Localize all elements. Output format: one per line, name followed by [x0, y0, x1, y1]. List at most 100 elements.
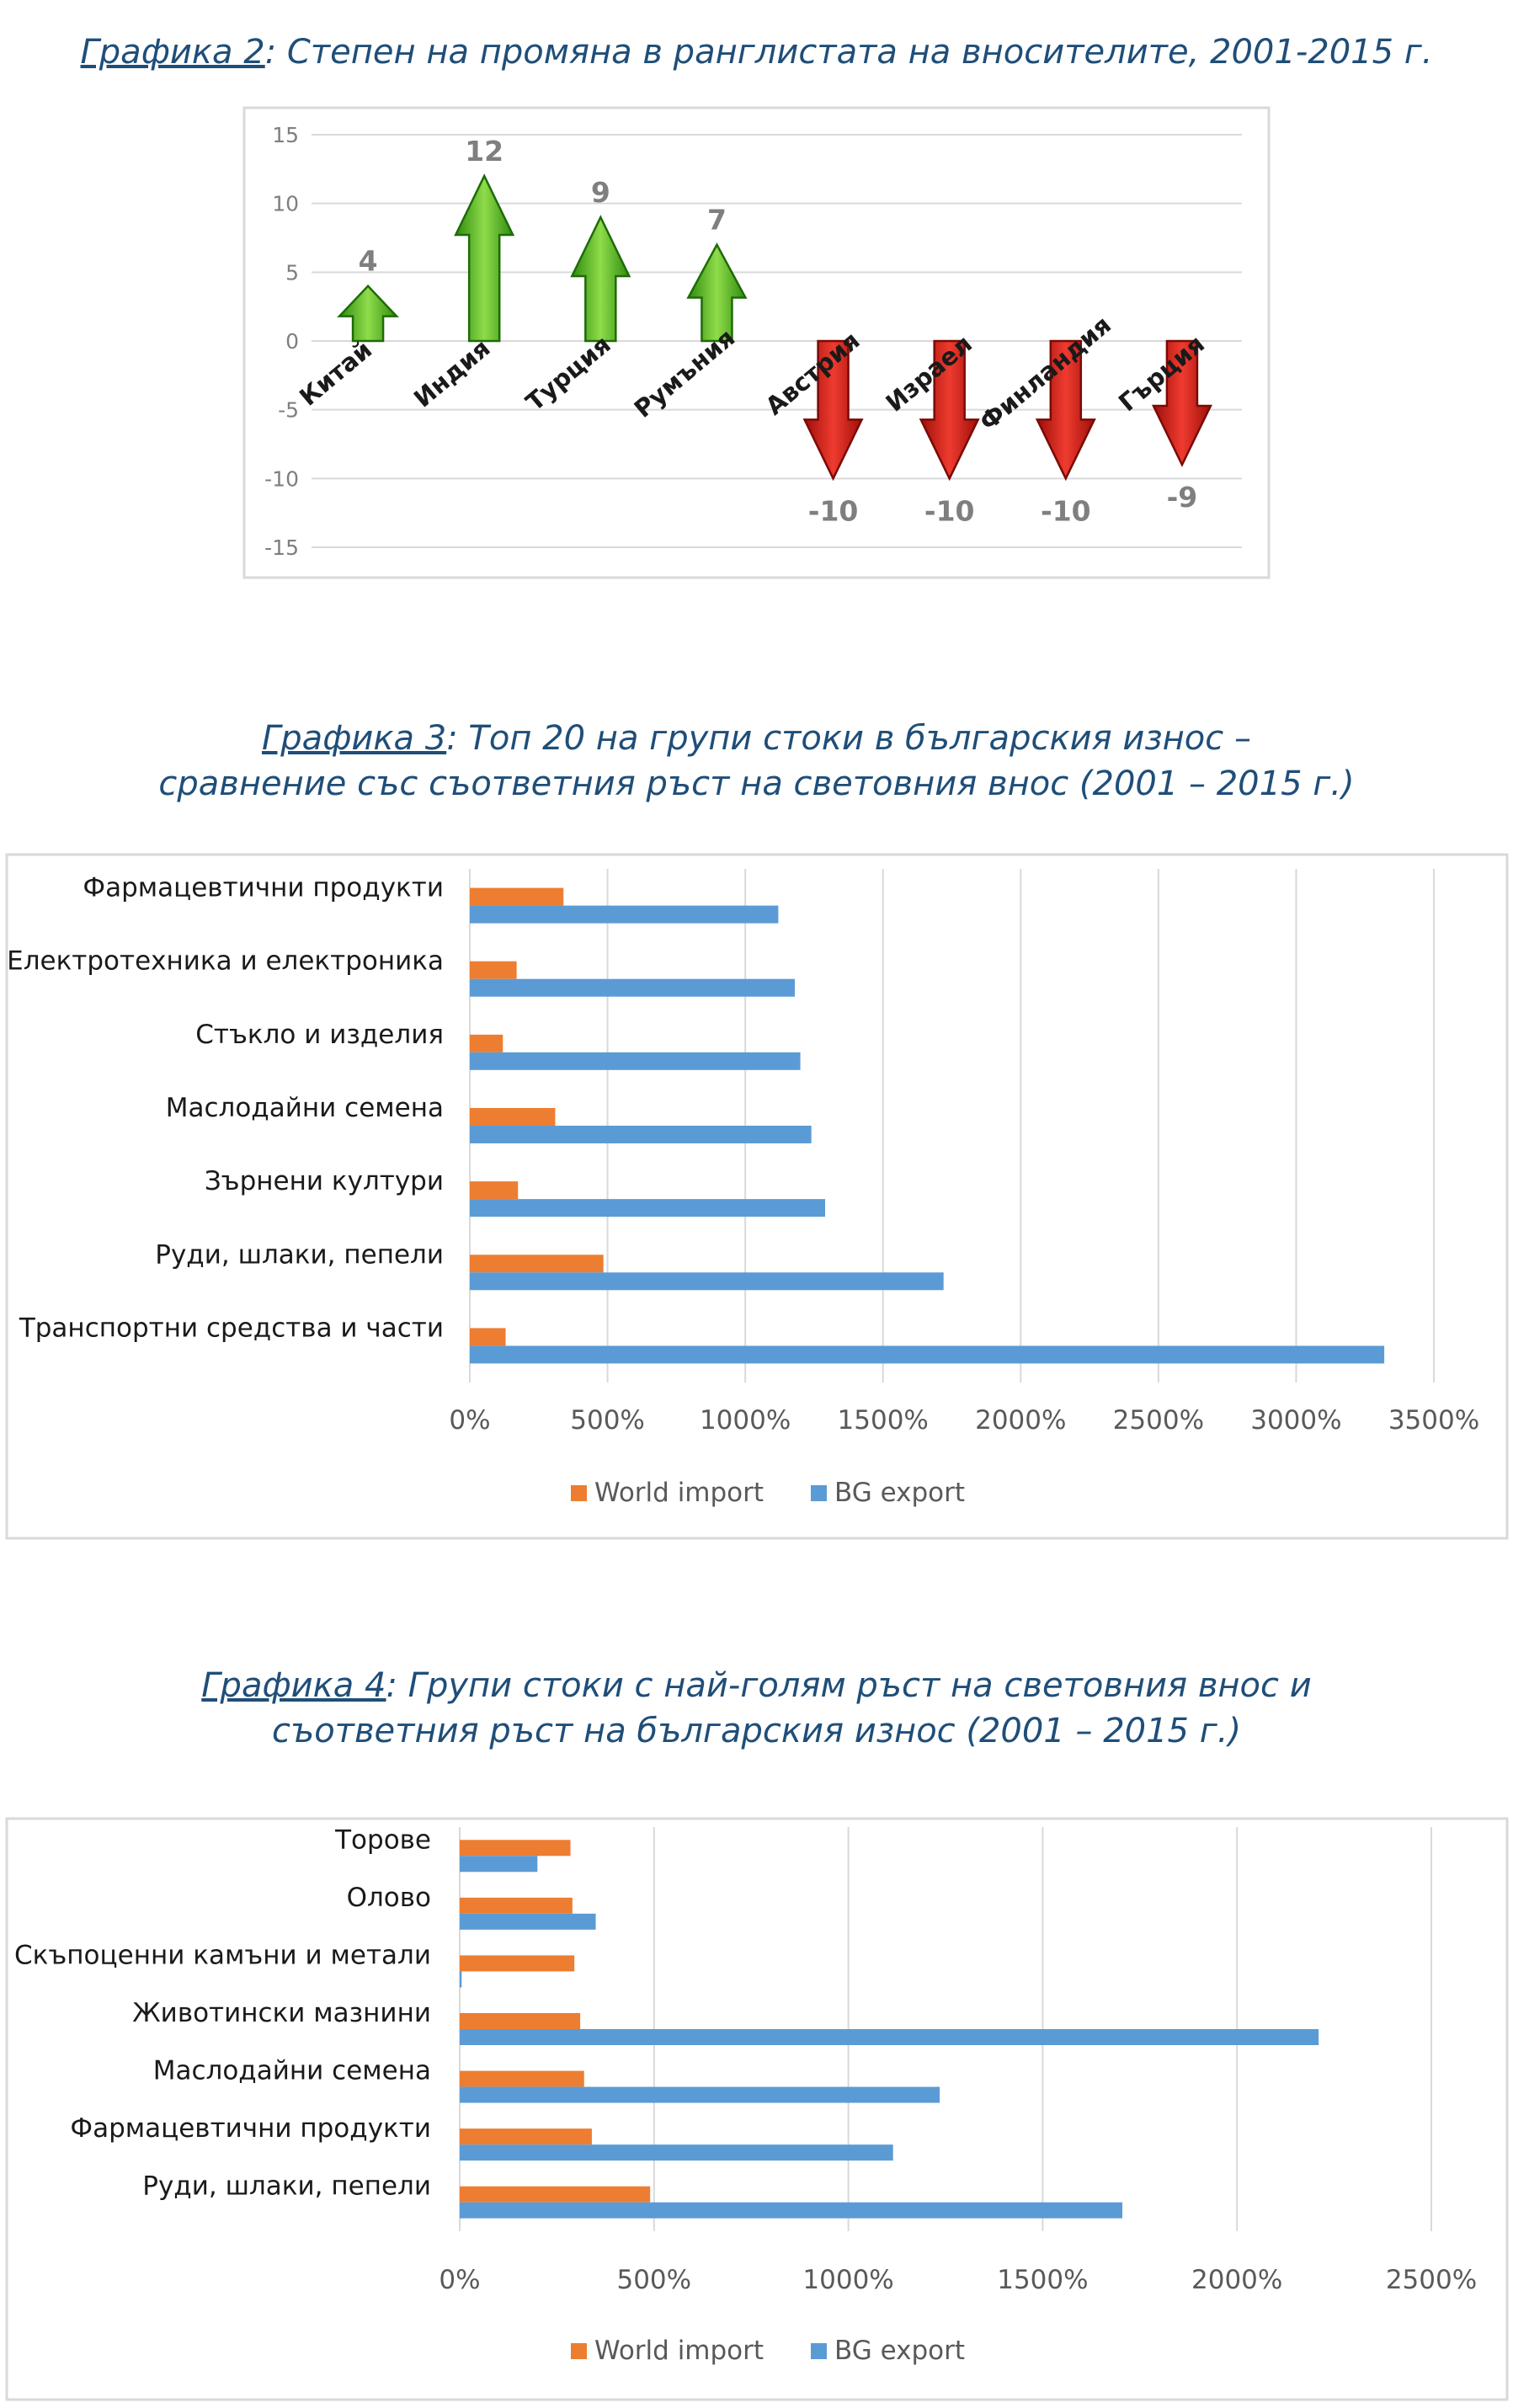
chart3-caption-text: : Топ 20 на групи стоки в българския изн…	[446, 719, 1251, 758]
chart3-caption-text-line2: сравнение със съответния ръст на световн…	[158, 764, 1355, 803]
top20-export-chart: 0% 500% 1000% 1500% 2000% 2500% 3000% 3500% Фарм…	[5, 853, 1509, 1540]
chart3-category-label: Електротехника и електроника	[7, 946, 444, 977]
chart2-caption-text: : Степен на промяна в ранглистата на вно…	[264, 33, 1433, 72]
chart4-bar-bg-export	[460, 1971, 462, 1988]
chart2-data-label: -10	[808, 494, 859, 527]
chart3-category-label: Транспортни средства и части	[19, 1313, 444, 1343]
chart4-category-label: Животински мазнини	[132, 1998, 431, 2028]
chart2-data-label: 4	[359, 245, 378, 278]
chart3-x-tick-label: 3000%	[1250, 1405, 1341, 1436]
chart2-data-label: -9	[1167, 481, 1198, 514]
chart3-caption-ref[interactable]: Графика 3	[262, 719, 447, 758]
rank-change-chart: 151050-5-10-154Китай12Индия9Турция7Румън…	[242, 106, 1271, 579]
chart3-x-tick-label: 1500%	[838, 1405, 929, 1436]
chart4-bar-bg-export	[460, 1856, 538, 1873]
chart3-x-tick-label: 3500%	[1388, 1405, 1479, 1436]
chart3-category-label: Зърнени култури	[205, 1166, 444, 1196]
chart4-bar-world-import	[460, 2186, 651, 2203]
chart2-y-tick-label: 5	[285, 260, 299, 285]
chart4-category-label: Фармацевтични продукти	[70, 2113, 431, 2144]
chart3-x-tick-label: 2000%	[975, 1405, 1066, 1436]
chart4-legend-swatch-world-import	[571, 2343, 587, 2359]
chart4-category-label: Скъпоценни камъни и метали	[14, 1940, 431, 1970]
chart3-x-tick-label: 0%	[449, 1405, 490, 1436]
chart4-legend-bg-export: BG export	[834, 2336, 965, 2366]
chart3-bar-world-import	[470, 1034, 503, 1052]
chart3-category-label: Руди, шлаки, пепели	[155, 1239, 444, 1270]
chart2-y-tick-label: 10	[272, 192, 299, 216]
chart3-x-tick-label: 1000%	[700, 1405, 791, 1436]
chart3-category-label: Фармацевтични продукти	[83, 873, 444, 903]
chart2-caption-ref[interactable]: Графика 2	[80, 33, 265, 72]
chart2-arrow-up	[337, 284, 399, 343]
chart4-bar-world-import	[460, 2013, 581, 2029]
chart4-category-label: Торове	[334, 1825, 431, 1855]
chart4-frame	[5, 1817, 1509, 2401]
chart3-bar-bg-export	[470, 1345, 1385, 1364]
chart2-y-tick-label: -10	[264, 466, 299, 491]
chart3-bar-bg-export	[470, 1272, 944, 1291]
chart4-x-tick-label: 1000%	[802, 2265, 893, 2295]
chart2-frame	[242, 106, 1271, 579]
chart2-arrow-up	[570, 215, 631, 343]
chart4-bar-world-import	[460, 2128, 592, 2145]
chart3-bar-world-import	[470, 1108, 556, 1126]
chart2-arrow-up	[686, 242, 748, 343]
chart4-bar-bg-export	[460, 2086, 940, 2103]
chart2-y-tick-label: -15	[264, 535, 299, 560]
chart3-legend-swatch-bg-export	[811, 1485, 827, 1501]
chart2-arrow-down	[1035, 339, 1096, 482]
world-import-growth-chart: 0% 500% 1000% 1500% 2000% 2500% Торове Олово Скъ…	[5, 1817, 1509, 2401]
chart4-bar-bg-export	[460, 2144, 893, 2161]
chart3-bar-world-import	[470, 1328, 506, 1346]
chart3-caption: Графика 3: Топ 20 на групи стоки в бълга…	[0, 716, 1513, 807]
chart4-caption-text: : Групи стоки с най-голям ръст на светов…	[386, 1666, 1312, 1705]
chart2-y-tick-label: 15	[272, 123, 299, 147]
chart4-x-tick-label: 2000%	[1191, 2265, 1282, 2295]
chart4-category-label: Маслодайни семена	[153, 2056, 431, 2086]
chart3-bar-world-import	[470, 1255, 604, 1273]
chart4-legend-swatch-bg-export	[811, 2343, 827, 2359]
chart2-data-label: 9	[591, 176, 610, 209]
chart4-x-tick-label: 1500%	[997, 2265, 1088, 2295]
chart3-x-tick-label: 2500%	[1113, 1405, 1204, 1436]
chart4-caption-text-line2: съответния ръст на българския износ (200…	[271, 1712, 1242, 1750]
chart2-data-label: 7	[707, 204, 727, 237]
chart4-bar-bg-export	[460, 1913, 596, 1930]
chart3-bar-bg-export	[470, 905, 779, 924]
chart2-data-label: 12	[465, 135, 503, 168]
chart2-y-tick-label: -5	[278, 398, 299, 423]
chart3-category-label: Стъкло и изделия	[195, 1020, 444, 1050]
chart4-category-label: Олово	[347, 1883, 431, 1913]
chart4-bar-bg-export	[460, 2202, 1123, 2219]
chart4-x-tick-label: 0%	[439, 2265, 480, 2295]
chart3-bar-bg-export	[470, 1052, 801, 1070]
chart4-bar-world-import	[460, 2070, 584, 2087]
chart2-arrow-down	[919, 339, 980, 482]
chart3-bar-bg-export	[470, 1199, 826, 1217]
chart2-arrow-down	[1151, 339, 1212, 467]
chart2-data-label: -10	[1041, 494, 1091, 527]
chart4-bar-world-import	[460, 1840, 571, 1857]
chart2-data-label: -10	[924, 494, 975, 527]
chart3-bar-bg-export	[470, 1126, 812, 1143]
chart3-legend-swatch-world-import	[571, 1485, 587, 1501]
chart3-frame	[5, 853, 1509, 1540]
chart4-bar-world-import	[460, 1897, 573, 1914]
chart3-x-tick-label: 500%	[570, 1405, 645, 1436]
chart2-arrow-down	[802, 339, 864, 482]
chart4-bar-world-import	[460, 1955, 575, 1972]
chart4-caption-ref[interactable]: Графика 4	[201, 1666, 386, 1705]
chart4-caption: Графика 4: Групи стоки с най-голям ръст …	[0, 1663, 1513, 1754]
chart3-bar-world-import	[470, 887, 564, 906]
chart4-bar-bg-export	[460, 2029, 1319, 2045]
chart4-legend-world-import: World import	[594, 2336, 764, 2366]
chart2-arrow-up	[454, 173, 515, 343]
chart3-bar-world-import	[470, 961, 517, 979]
chart3-legend-world-import: World import	[594, 1478, 764, 1508]
chart4-category-label: Руди, шлаки, пепели	[142, 2171, 431, 2202]
chart3-bar-world-import	[470, 1181, 519, 1200]
chart2-y-tick-label: 0	[285, 329, 299, 354]
chart4-x-tick-label: 2500%	[1386, 2265, 1477, 2295]
